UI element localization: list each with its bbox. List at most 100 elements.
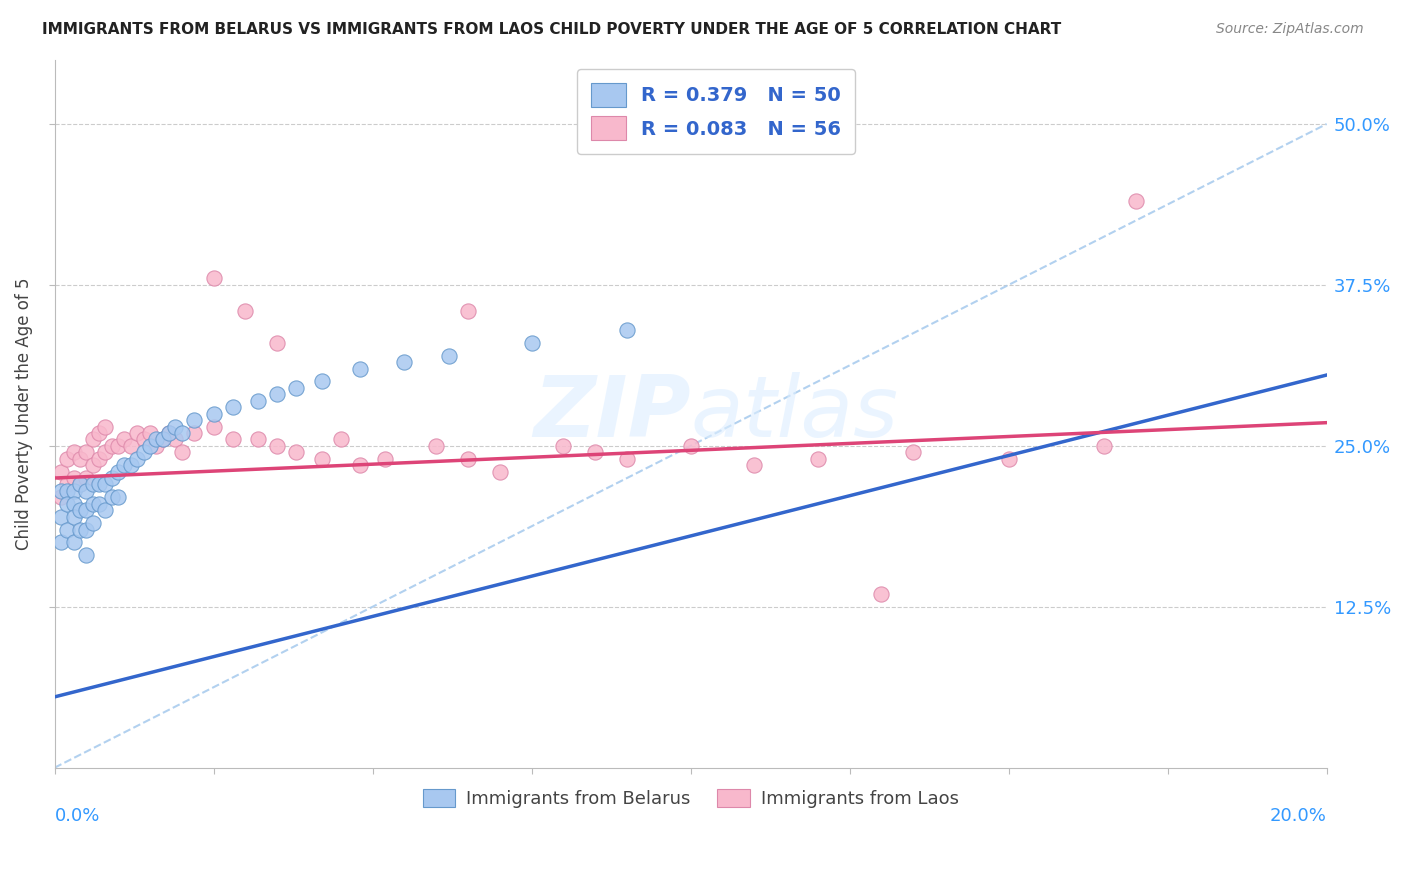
Point <box>132 433 155 447</box>
Point <box>87 425 110 440</box>
Point <box>49 465 72 479</box>
Point <box>202 407 225 421</box>
Point <box>94 477 117 491</box>
Point <box>165 433 187 447</box>
Point <box>107 439 129 453</box>
Point <box>62 483 84 498</box>
Point <box>266 335 288 350</box>
Point <box>349 458 371 472</box>
Point <box>75 503 97 517</box>
Point <box>145 439 167 453</box>
Point <box>56 523 79 537</box>
Point <box>75 523 97 537</box>
Point <box>56 451 79 466</box>
Point <box>679 439 702 453</box>
Point <box>903 445 925 459</box>
Point <box>100 491 122 505</box>
Point <box>62 445 84 459</box>
Text: ZIP: ZIP <box>533 372 690 455</box>
Point <box>114 433 136 447</box>
Point <box>107 465 129 479</box>
Text: Source: ZipAtlas.com: Source: ZipAtlas.com <box>1216 22 1364 37</box>
Point <box>82 458 104 472</box>
Text: 0.0%: 0.0% <box>55 806 100 824</box>
Point <box>145 433 167 447</box>
Point <box>87 451 110 466</box>
Point <box>62 509 84 524</box>
Point <box>127 451 149 466</box>
Legend: Immigrants from Belarus, Immigrants from Laos: Immigrants from Belarus, Immigrants from… <box>415 781 966 815</box>
Point <box>266 439 288 453</box>
Text: atlas: atlas <box>690 372 898 455</box>
Point <box>107 491 129 505</box>
Point <box>807 451 830 466</box>
Point <box>202 419 225 434</box>
Point <box>1125 194 1147 209</box>
Point <box>285 381 308 395</box>
Text: IMMIGRANTS FROM BELARUS VS IMMIGRANTS FROM LAOS CHILD POVERTY UNDER THE AGE OF 5: IMMIGRANTS FROM BELARUS VS IMMIGRANTS FR… <box>42 22 1062 37</box>
Point <box>221 433 243 447</box>
Y-axis label: Child Poverty Under the Age of 5: Child Poverty Under the Age of 5 <box>15 277 32 549</box>
Point <box>870 587 893 601</box>
Point <box>69 503 91 517</box>
Point <box>349 361 371 376</box>
Point <box>488 465 510 479</box>
Point <box>82 516 104 530</box>
Point <box>170 445 193 459</box>
Point <box>114 458 136 472</box>
Point <box>152 433 174 447</box>
Point <box>266 387 288 401</box>
Point <box>49 483 72 498</box>
Point <box>616 451 638 466</box>
Point <box>247 393 270 408</box>
Point <box>520 335 543 350</box>
Point <box>139 439 162 453</box>
Point <box>100 439 122 453</box>
Point <box>157 425 180 440</box>
Point <box>87 497 110 511</box>
Point <box>170 425 193 440</box>
Point <box>49 509 72 524</box>
Point <box>69 523 91 537</box>
Point <box>221 401 243 415</box>
Point <box>120 439 142 453</box>
Point <box>997 451 1019 466</box>
Point <box>247 433 270 447</box>
Point <box>132 445 155 459</box>
Point <box>94 503 117 517</box>
Point <box>183 413 205 427</box>
Point <box>1092 439 1115 453</box>
Point <box>75 549 97 563</box>
Point <box>202 271 225 285</box>
Point <box>100 471 122 485</box>
Point <box>583 445 606 459</box>
Point <box>374 451 396 466</box>
Point <box>56 477 79 491</box>
Point <box>457 303 479 318</box>
Point <box>616 323 638 337</box>
Point <box>311 451 333 466</box>
Point <box>87 477 110 491</box>
Point <box>69 451 91 466</box>
Point <box>75 471 97 485</box>
Point <box>394 355 416 369</box>
Point <box>69 477 91 491</box>
Point <box>457 451 479 466</box>
Point <box>62 497 84 511</box>
Point <box>183 425 205 440</box>
Point <box>82 477 104 491</box>
Point <box>165 419 187 434</box>
Point <box>553 439 575 453</box>
Point <box>49 535 72 549</box>
Point <box>94 419 117 434</box>
Point <box>94 445 117 459</box>
Point <box>75 483 97 498</box>
Point <box>62 535 84 549</box>
Point <box>425 439 447 453</box>
Point <box>69 477 91 491</box>
Point <box>56 483 79 498</box>
Point <box>157 425 180 440</box>
Point <box>62 471 84 485</box>
Point <box>82 497 104 511</box>
Point <box>75 445 97 459</box>
